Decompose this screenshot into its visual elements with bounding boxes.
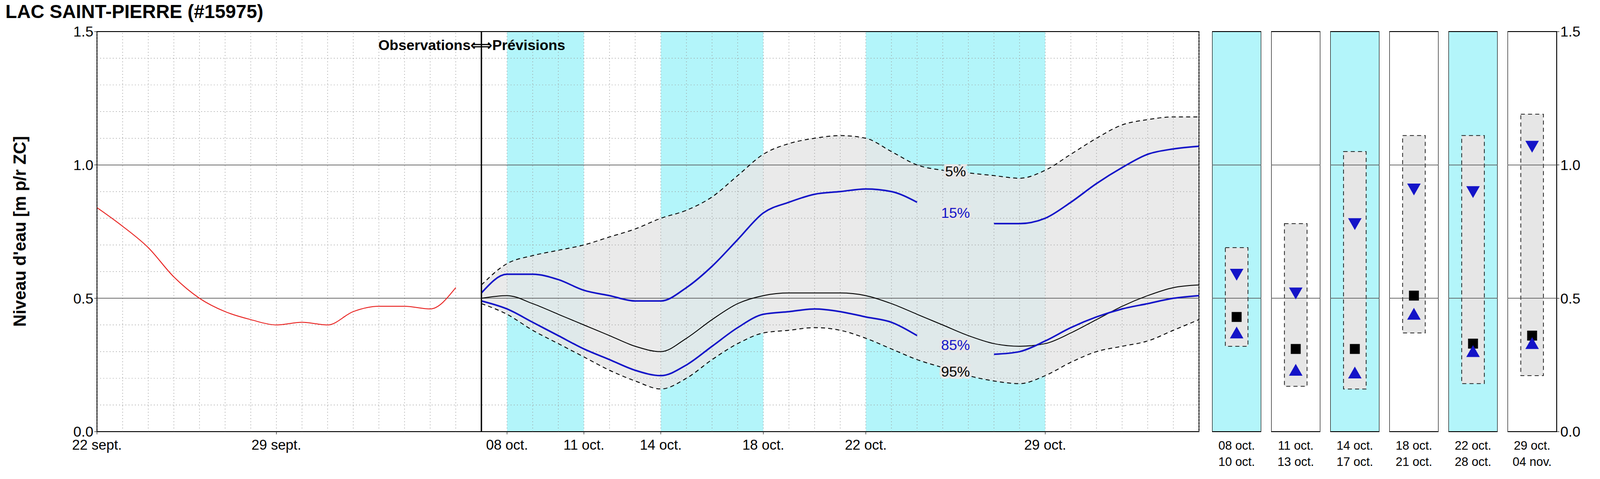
html-text:29 oct.: 29 oct. <box>1513 438 1551 453</box>
svg-text:0.5: 0.5 <box>73 290 94 307</box>
svg-text:22 oct.: 22 oct. <box>844 437 887 453</box>
svg-text:85%: 85% <box>940 336 970 354</box>
svg-text:1.0: 1.0 <box>73 156 94 174</box>
svg-text:1.0: 1.0 <box>1560 156 1581 174</box>
svg-text:22 sept.: 22 sept. <box>72 437 122 453</box>
html-text:11 oct.: 11 oct. <box>1277 438 1314 453</box>
svg-text:08 oct.: 08 oct. <box>485 437 528 453</box>
svg-text:5%: 5% <box>945 163 966 180</box>
svg-text:29 sept.: 29 sept. <box>251 437 302 453</box>
svg-text:15%: 15% <box>940 204 970 222</box>
svg-text:0.0: 0.0 <box>73 423 94 440</box>
svg-text:⟺: ⟺ <box>470 36 493 55</box>
html-text:28 oct.: 28 oct. <box>1454 455 1492 469</box>
html-text:18 oct.: 18 oct. <box>1395 438 1433 453</box>
html-text:08 oct.: 08 oct. <box>1218 438 1255 453</box>
svg-text:11 oct.: 11 oct. <box>563 437 605 453</box>
html-text:13 oct.: 13 oct. <box>1277 455 1315 469</box>
svg-text:95%: 95% <box>940 363 970 380</box>
svg-text:LAC SAINT-PIERRE (#15975): LAC SAINT-PIERRE (#15975) <box>5 3 264 23</box>
html-text:21 oct.: 21 oct. <box>1395 455 1433 469</box>
html-text:04 nov.: 04 nov. <box>1512 455 1552 469</box>
svg-text:0.0: 0.0 <box>1560 423 1581 440</box>
svg-text:1.5: 1.5 <box>1560 23 1581 40</box>
svg-text:29 oct.: 29 oct. <box>1024 437 1067 453</box>
html-text:10 oct.: 10 oct. <box>1218 455 1255 469</box>
svg-text:0.5: 0.5 <box>1560 290 1581 307</box>
svg-text:14 oct.: 14 oct. <box>639 437 682 453</box>
html-text:14 oct.: 14 oct. <box>1336 438 1374 453</box>
svg-text:Niveau d'eau [m p/r ZC]: Niveau d'eau [m p/r ZC] <box>10 136 30 328</box>
svg-text:18 oct.: 18 oct. <box>742 437 785 453</box>
html-text:22 oct.: 22 oct. <box>1454 438 1492 453</box>
svg-text:Observations: Observations <box>378 36 471 54</box>
svg-text:Prévisions: Prévisions <box>492 36 566 54</box>
svg-text:1.5: 1.5 <box>73 23 94 40</box>
html-text:17 oct.: 17 oct. <box>1336 455 1374 469</box>
